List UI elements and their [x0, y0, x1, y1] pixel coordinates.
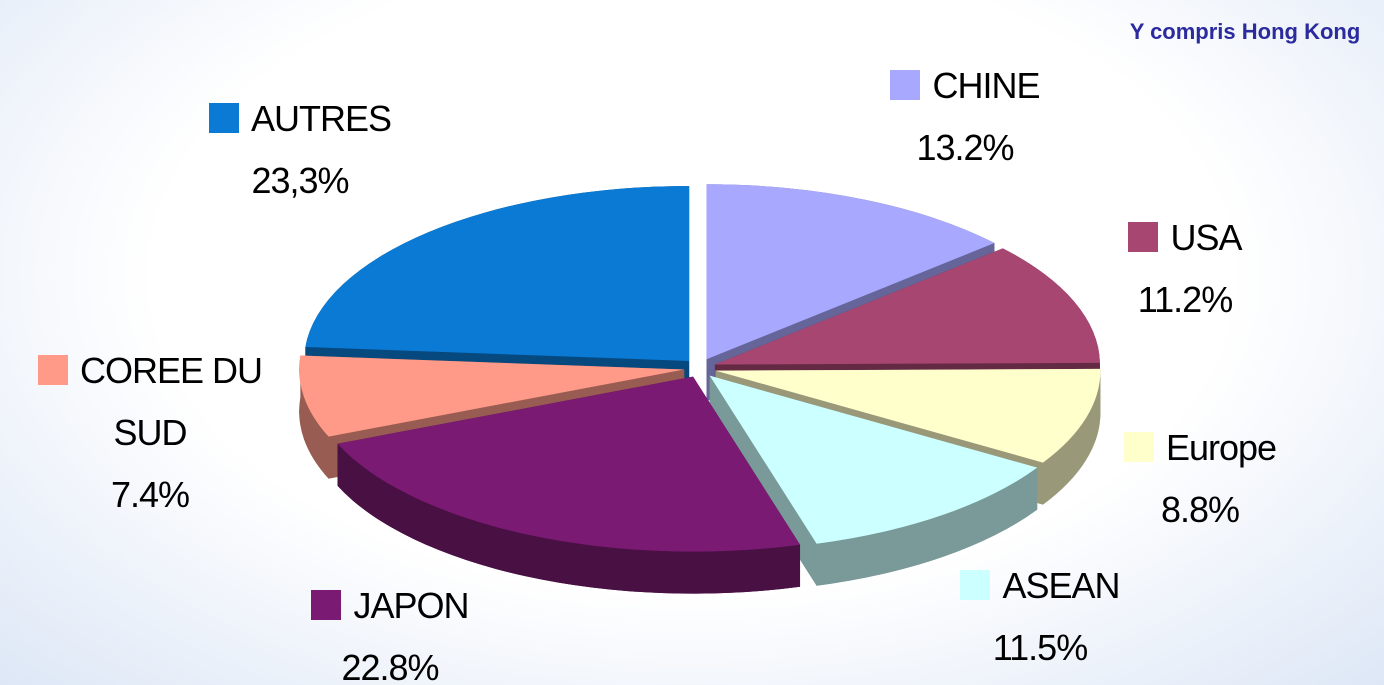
slice	[706, 184, 995, 360]
value-label: 7.4%	[110, 474, 190, 515]
pie-tops	[299, 184, 1101, 552]
legend-swatch	[311, 590, 342, 620]
slice-label: USA 11.2%	[1035, 207, 1335, 331]
legend-swatch	[1128, 222, 1159, 252]
legend-entry: ASEAN	[890, 555, 1190, 617]
legend-entry: AUTRES	[150, 88, 450, 150]
category-label: COREE DU SUD	[79, 350, 263, 453]
category-label: Europe	[1165, 427, 1277, 468]
legend-swatch	[37, 355, 68, 385]
legend-swatch	[890, 70, 921, 100]
slice	[299, 355, 685, 437]
slice-rim	[299, 355, 329, 479]
legend-swatch	[208, 103, 239, 133]
slice-label: AUTRES 23,3%	[150, 88, 450, 212]
slice	[714, 248, 1100, 365]
value-label: 11.5%	[992, 627, 1088, 668]
slice-label: CHINE 13.2%	[815, 55, 1115, 179]
category-label: JAPON	[353, 585, 469, 626]
category-label: AUTRES	[250, 98, 392, 139]
slice	[709, 375, 1038, 544]
category-label: ASEAN	[1002, 565, 1120, 606]
legend-swatch	[1123, 432, 1154, 462]
category-label: CHINE	[932, 65, 1040, 106]
slice-label: JAPON 22.8%	[240, 575, 540, 685]
legend-entry: COREE DU SUD	[30, 340, 270, 464]
slice-rim	[816, 467, 1038, 586]
slice	[305, 185, 690, 361]
slice-rim	[1042, 368, 1101, 505]
slice-label: Europe 8.8%	[1050, 417, 1350, 541]
slice	[337, 376, 801, 552]
slice-label: COREE DU SUD 7.4%	[30, 340, 270, 526]
category-label: USA	[1170, 217, 1242, 258]
slice-label: ASEAN 11.5%	[890, 555, 1190, 679]
value-label: 22.8%	[341, 647, 439, 685]
legend-entry: USA	[1035, 207, 1335, 269]
value-label: 8.8%	[1160, 489, 1240, 530]
slice-rim	[337, 443, 801, 594]
slice	[715, 368, 1101, 463]
value-label: 13.2%	[916, 127, 1014, 168]
legend-swatch	[960, 570, 991, 600]
annotation: Y compris Hong Kong	[1129, 19, 1361, 44]
value-label: 23,3%	[251, 160, 349, 201]
legend-entry: Europe	[1050, 417, 1350, 479]
legend-entry: JAPON	[240, 575, 540, 637]
value-label: 11.2%	[1137, 279, 1233, 320]
legend-entry: CHINE	[815, 55, 1115, 117]
